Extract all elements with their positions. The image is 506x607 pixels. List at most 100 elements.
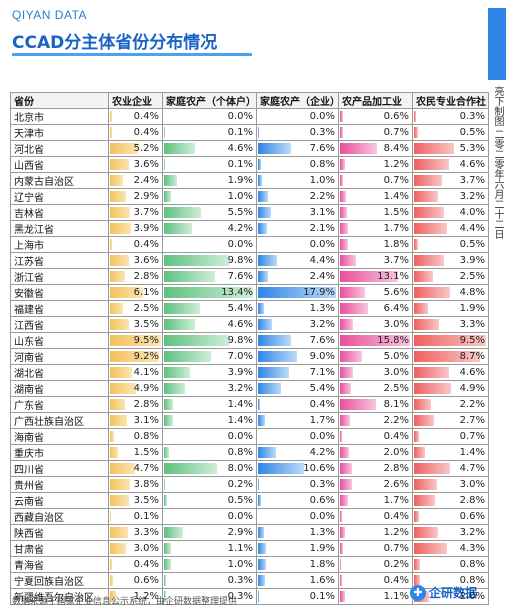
value-label: 3.2%: [460, 191, 485, 202]
value-cell: 1.1%: [339, 589, 413, 605]
data-bar: [340, 223, 348, 234]
value-cell: 0.1%: [163, 157, 257, 173]
value-cell: 8.4%: [339, 141, 413, 157]
column-header: 农业企业: [109, 93, 163, 109]
title-underline: [12, 53, 252, 56]
province-cell: 贵州省: [11, 477, 109, 493]
data-bar: [340, 495, 348, 506]
data-bar: [258, 303, 264, 314]
value-label: 0.2%: [384, 559, 409, 570]
data-bar: [340, 367, 353, 378]
value-cell: 3.7%: [109, 205, 163, 221]
value-cell: 1.0%: [163, 557, 257, 573]
value-cell: 4.6%: [163, 141, 257, 157]
data-bar: [110, 495, 129, 506]
value-cell: 2.5%: [109, 301, 163, 317]
data-bar: [258, 255, 277, 266]
value-label: 3.5%: [134, 319, 159, 330]
value-cell: 8.0%: [163, 461, 257, 477]
data-bar: [110, 367, 132, 378]
value-cell: 2.4%: [109, 173, 163, 189]
value-label: 3.3%: [460, 319, 485, 330]
data-bar: [414, 511, 419, 522]
value-cell: 3.9%: [413, 253, 489, 269]
value-cell: 1.0%: [257, 173, 339, 189]
data-bar: [110, 415, 127, 426]
value-label: 1.7%: [384, 495, 409, 506]
value-cell: 0.6%: [413, 509, 489, 525]
value-label: 4.9%: [134, 383, 159, 394]
data-bar: [258, 335, 291, 346]
value-label: 13.4%: [221, 287, 253, 298]
province-cell: 广东省: [11, 397, 109, 413]
province-cell: 广西壮族自治区: [11, 413, 109, 429]
data-bar: [258, 527, 264, 538]
data-bar: [340, 511, 342, 522]
value-cell: 2.9%: [109, 189, 163, 205]
value-label: 1.3%: [310, 303, 335, 314]
data-bar: [258, 559, 266, 570]
value-label: 3.7%: [134, 207, 159, 218]
data-bar: [414, 399, 431, 410]
value-label: 0.8%: [310, 159, 335, 170]
data-bar: [164, 383, 185, 394]
value-cell: 0.8%: [163, 445, 257, 461]
value-cell: 6.1%: [109, 285, 163, 301]
value-cell: 4.9%: [413, 381, 489, 397]
value-cell: 3.2%: [257, 317, 339, 333]
value-label: 5.4%: [228, 303, 253, 314]
value-label: 2.8%: [460, 495, 485, 506]
value-cell: 4.1%: [109, 365, 163, 381]
data-bar: [110, 271, 125, 282]
value-cell: 2.2%: [257, 189, 339, 205]
value-label: 3.9%: [134, 223, 159, 234]
value-label: 4.2%: [228, 223, 253, 234]
value-cell: 0.7%: [339, 125, 413, 141]
value-label: 6.4%: [384, 303, 409, 314]
value-label: 2.9%: [134, 191, 159, 202]
data-bar: [414, 159, 449, 170]
value-cell: 1.4%: [413, 445, 489, 461]
data-bar: [414, 559, 420, 570]
value-cell: 3.6%: [109, 253, 163, 269]
value-label: 2.4%: [310, 271, 335, 282]
value-label: 4.9%: [460, 383, 485, 394]
data-bar: [110, 127, 112, 138]
value-cell: 3.2%: [413, 189, 489, 205]
value-cell: 8.1%: [339, 397, 413, 413]
data-bar: [414, 319, 439, 330]
data-bar: [340, 527, 345, 538]
value-cell: 1.5%: [339, 205, 413, 221]
value-cell: 3.5%: [109, 317, 163, 333]
value-cell: 1.6%: [257, 573, 339, 589]
value-cell: 3.6%: [109, 157, 163, 173]
value-cell: 0.0%: [257, 237, 339, 253]
data-bar: [110, 543, 126, 554]
value-label: 2.2%: [460, 399, 485, 410]
data-bar: [110, 399, 125, 410]
value-cell: 3.0%: [339, 317, 413, 333]
value-label: 2.0%: [384, 447, 409, 458]
value-label: 0.3%: [310, 127, 335, 138]
province-cell: 西藏自治区: [11, 509, 109, 525]
data-bar: [340, 255, 356, 266]
column-header: 家庭农产（个体户）: [163, 93, 257, 109]
data-bar: [110, 527, 128, 538]
value-cell: 0.7%: [339, 173, 413, 189]
value-cell: 2.9%: [163, 525, 257, 541]
value-cell: 9.5%: [109, 333, 163, 349]
value-label: 1.4%: [384, 191, 409, 202]
data-bar: [258, 143, 291, 154]
data-bar: [258, 383, 281, 394]
value-cell: 2.7%: [413, 413, 489, 429]
data-bar: [414, 431, 419, 442]
value-cell: 1.7%: [339, 221, 413, 237]
value-label: 2.2%: [310, 191, 335, 202]
